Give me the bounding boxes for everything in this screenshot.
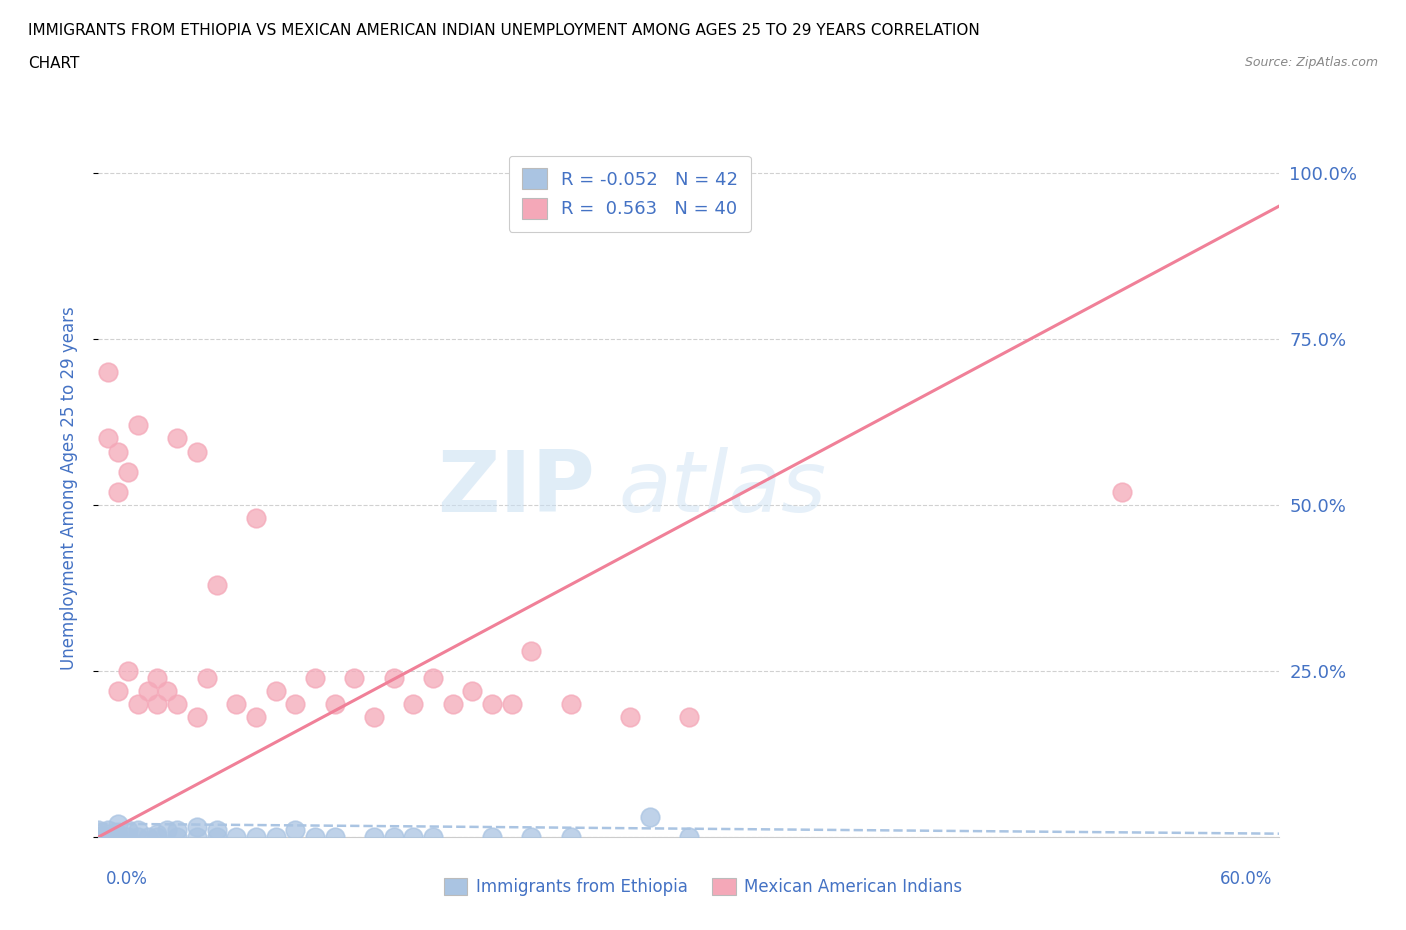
Point xyxy=(205,830,228,844)
Y-axis label: Unemployment Among Ages 25 to 29 years: Unemployment Among Ages 25 to 29 years xyxy=(59,306,77,671)
Point xyxy=(304,830,326,844)
Point xyxy=(117,464,139,479)
Point xyxy=(619,710,641,724)
Point xyxy=(245,710,267,724)
Point xyxy=(441,697,464,711)
Point xyxy=(304,671,326,685)
Point xyxy=(136,830,159,844)
Point xyxy=(343,671,366,685)
Legend: R = -0.052   N = 42, R =  0.563   N = 40: R = -0.052 N = 42, R = 0.563 N = 40 xyxy=(509,155,751,232)
Text: Source: ZipAtlas.com: Source: ZipAtlas.com xyxy=(1244,56,1378,69)
Point xyxy=(402,830,425,844)
Point xyxy=(560,830,582,844)
Point xyxy=(186,819,208,834)
Point xyxy=(156,823,179,838)
Point xyxy=(107,830,129,844)
Text: CHART: CHART xyxy=(28,56,80,71)
Point xyxy=(107,817,129,831)
Point xyxy=(481,830,503,844)
Point xyxy=(560,697,582,711)
Point xyxy=(186,830,208,844)
Point xyxy=(146,830,169,844)
Point xyxy=(422,830,444,844)
Point xyxy=(323,697,346,711)
Point xyxy=(97,365,120,379)
Point xyxy=(127,418,149,432)
Point xyxy=(678,710,700,724)
Point xyxy=(127,697,149,711)
Text: ZIP: ZIP xyxy=(437,446,595,530)
Point xyxy=(156,684,179,698)
Legend: Immigrants from Ethiopia, Mexican American Indians: Immigrants from Ethiopia, Mexican Americ… xyxy=(437,871,969,903)
Point xyxy=(87,830,110,844)
Point xyxy=(166,431,188,445)
Point xyxy=(166,697,188,711)
Point xyxy=(146,671,169,685)
Point xyxy=(107,445,129,459)
Point xyxy=(97,823,120,838)
Point xyxy=(501,697,523,711)
Point xyxy=(678,830,700,844)
Point xyxy=(186,710,208,724)
Point xyxy=(422,671,444,685)
Point xyxy=(166,823,188,838)
Point xyxy=(284,823,307,838)
Point xyxy=(97,830,120,844)
Point xyxy=(87,830,110,844)
Point xyxy=(107,830,129,844)
Point xyxy=(323,830,346,844)
Point xyxy=(166,830,188,844)
Point xyxy=(146,697,169,711)
Point xyxy=(195,671,218,685)
Point xyxy=(87,826,110,841)
Point xyxy=(117,830,139,844)
Point xyxy=(97,826,120,841)
Point xyxy=(461,684,484,698)
Point xyxy=(117,663,139,678)
Point xyxy=(264,684,287,698)
Point xyxy=(225,697,247,711)
Point xyxy=(245,830,267,844)
Point xyxy=(97,830,120,844)
Point xyxy=(127,830,149,844)
Text: 60.0%: 60.0% xyxy=(1220,870,1272,888)
Point xyxy=(382,671,405,685)
Point xyxy=(245,511,267,525)
Point xyxy=(205,578,228,592)
Point xyxy=(186,445,208,459)
Point xyxy=(136,684,159,698)
Point xyxy=(97,431,120,445)
Point xyxy=(363,710,385,724)
Point xyxy=(520,644,543,658)
Point xyxy=(225,830,247,844)
Point xyxy=(481,697,503,711)
Point xyxy=(87,830,110,844)
Point xyxy=(520,830,543,844)
Point xyxy=(205,823,228,838)
Point xyxy=(382,830,405,844)
Text: IMMIGRANTS FROM ETHIOPIA VS MEXICAN AMERICAN INDIAN UNEMPLOYMENT AMONG AGES 25 T: IMMIGRANTS FROM ETHIOPIA VS MEXICAN AMER… xyxy=(28,23,980,38)
Point xyxy=(284,697,307,711)
Point xyxy=(117,823,139,838)
Text: 0.0%: 0.0% xyxy=(105,870,148,888)
Point xyxy=(1111,485,1133,499)
Point xyxy=(107,826,129,841)
Point xyxy=(638,810,661,825)
Point xyxy=(363,830,385,844)
Text: atlas: atlas xyxy=(619,446,827,530)
Point xyxy=(146,826,169,841)
Point xyxy=(264,830,287,844)
Point xyxy=(87,823,110,838)
Point xyxy=(402,697,425,711)
Point xyxy=(107,485,129,499)
Point xyxy=(107,684,129,698)
Point xyxy=(127,823,149,838)
